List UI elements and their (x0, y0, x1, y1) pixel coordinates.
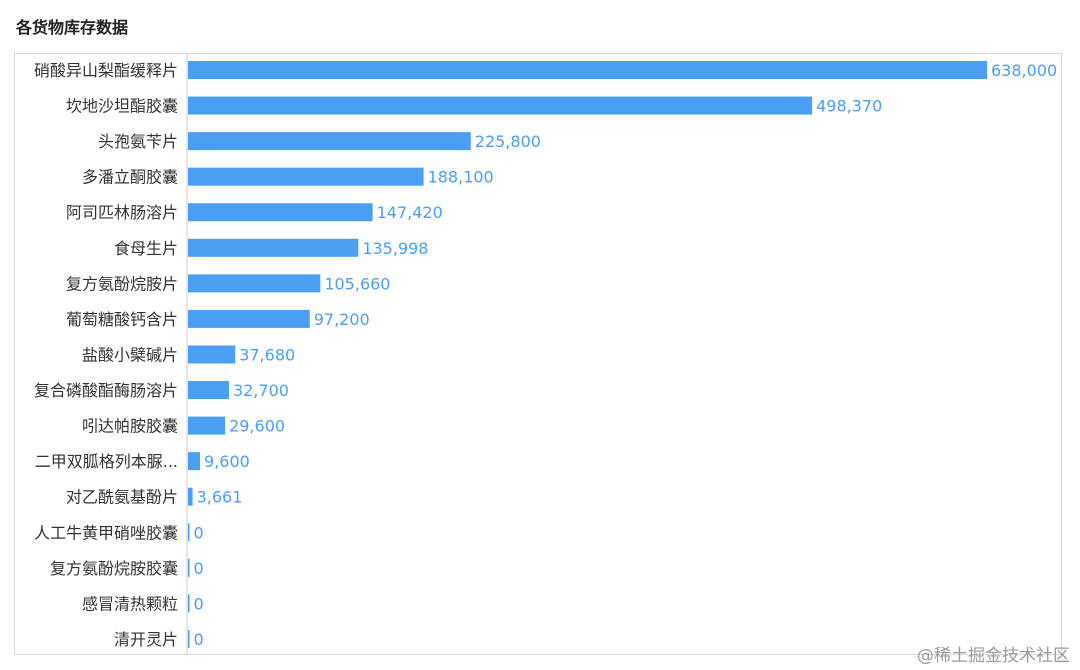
bar (188, 274, 321, 293)
category-label: 硝酸异山梨酯缓释片 (34, 61, 178, 80)
category-label: 复合磷酸酯酶肠溶片 (34, 381, 178, 400)
bar (188, 523, 190, 542)
category-label: 食母生片 (114, 239, 178, 258)
chart-title: 各货物库存数据 (16, 18, 129, 37)
value-label: 0 (194, 523, 204, 542)
bar (188, 629, 190, 648)
value-label: 498,370 (816, 97, 882, 116)
value-label: 37,680 (239, 345, 295, 364)
bar (188, 167, 424, 186)
value-label: 225,800 (475, 132, 541, 151)
value-label: 638,000 (991, 61, 1057, 80)
value-label: 32,700 (233, 381, 289, 400)
category-label: 葡萄糖酸钙含片 (66, 310, 178, 329)
value-label: 29,600 (229, 417, 285, 436)
value-label: 0 (194, 559, 204, 578)
bar (188, 452, 201, 471)
bar (188, 203, 373, 222)
category-label: 二甲双胍格列本脲... (35, 452, 178, 471)
bar (188, 96, 813, 115)
category-label: 多潘立酮胶囊 (82, 168, 178, 187)
bar (188, 238, 359, 257)
bar (188, 61, 987, 79)
bar (188, 309, 310, 328)
value-label: 135,998 (362, 239, 428, 258)
category-label: 人工牛黄甲硝唑胶囊 (34, 523, 178, 542)
value-label: 97,200 (314, 310, 370, 329)
value-label: 3,661 (197, 488, 243, 507)
bar (188, 132, 471, 151)
value-label: 105,660 (324, 274, 390, 293)
category-label: 坎地沙坦酯胶囊 (66, 97, 178, 116)
category-label: 复方氨酚烷胺片 (66, 274, 178, 293)
category-label: 感冒清热颗粒 (82, 594, 178, 613)
value-label: 147,420 (377, 203, 443, 222)
bar (188, 381, 229, 400)
bar (188, 594, 190, 613)
value-label: 9,600 (204, 452, 250, 471)
plot-frame (14, 53, 1062, 655)
value-label: 0 (194, 594, 204, 613)
bar (188, 487, 193, 506)
category-label: 清开灵片 (114, 630, 178, 649)
bar (188, 558, 190, 577)
category-label: 对乙酰氨基酚片 (66, 488, 178, 507)
bar (188, 345, 236, 364)
value-label: 0 (194, 630, 204, 649)
bar (188, 416, 226, 435)
value-label: 188,100 (428, 168, 494, 187)
watermark: @稀土掘金技术社区 (917, 646, 1070, 666)
category-label: 吲达帕胺胶囊 (82, 417, 178, 436)
category-label: 阿司匹林肠溶片 (66, 203, 178, 222)
category-label: 复方氨酚烷胺胶囊 (50, 559, 178, 578)
category-label: 头孢氨苄片 (98, 132, 178, 151)
category-label: 盐酸小檗碱片 (82, 345, 178, 364)
